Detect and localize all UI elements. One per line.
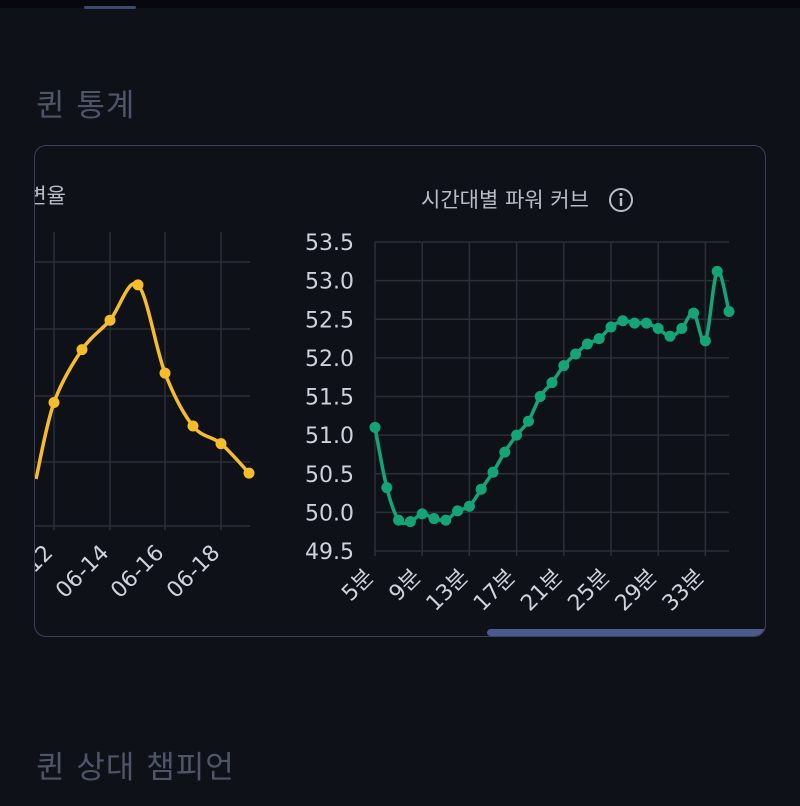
left-data-point[interactable] <box>187 420 199 432</box>
power-curve-point[interactable] <box>617 315 629 327</box>
power-curve-point[interactable] <box>652 323 664 335</box>
left-data-point[interactable] <box>215 438 227 450</box>
power-curve-point[interactable] <box>511 429 523 441</box>
y-tick-label: 50.5 <box>305 463 354 488</box>
power-curve-point[interactable] <box>369 421 381 433</box>
left-x-tick-label: 12 <box>35 541 58 578</box>
power-curve-point[interactable] <box>404 516 416 528</box>
left-data-point[interactable] <box>243 467 255 479</box>
power-curve-point[interactable] <box>499 446 511 458</box>
tab-indicator <box>84 6 136 9</box>
left-x-tick-label: 06-16 <box>106 541 169 604</box>
left-data-point[interactable] <box>104 314 116 326</box>
y-tick-label: 50.0 <box>305 501 354 526</box>
y-tick-label: 52.0 <box>305 347 354 372</box>
power-curve-point[interactable] <box>487 466 499 478</box>
left-data-point[interactable] <box>159 367 171 379</box>
scrollbar-thumb[interactable] <box>487 629 765 636</box>
queue-stats-title: 퀸 통계 <box>36 88 136 124</box>
power-curve-point[interactable] <box>581 338 593 350</box>
power-curve-point[interactable] <box>381 482 393 494</box>
power-curve-point[interactable] <box>605 321 617 333</box>
power-curve-point[interactable] <box>676 323 688 335</box>
left-data-point[interactable] <box>132 279 144 291</box>
left-data-point[interactable] <box>76 344 88 356</box>
power-curve-point[interactable] <box>629 317 641 329</box>
x-tick-label: 25분 <box>563 565 615 617</box>
info-circle-icon[interactable] <box>609 188 633 212</box>
power-curve-point[interactable] <box>475 483 487 495</box>
x-tick-label: 9분 <box>385 565 427 607</box>
left-x-tick-label: 06-14 <box>51 541 114 604</box>
power-curve-point[interactable] <box>688 307 700 319</box>
power-curve-point[interactable] <box>546 377 558 389</box>
top-bar <box>0 0 800 8</box>
y-tick-label: 53.5 <box>305 231 354 256</box>
power-curve-point[interactable] <box>522 415 534 427</box>
x-tick-label: 33분 <box>658 565 710 617</box>
queue-vs-champion-title: 퀸 상대 챔피언 <box>36 750 235 786</box>
power-curve-point[interactable] <box>699 335 711 347</box>
power-curve-point[interactable] <box>440 514 452 526</box>
power-curve-point[interactable] <box>723 306 735 318</box>
y-tick-label: 49.5 <box>305 540 354 565</box>
power-curve-point[interactable] <box>452 505 464 517</box>
y-tick-label: 53.0 <box>305 270 354 295</box>
power-curve-point[interactable] <box>393 514 405 526</box>
x-tick-label: 13분 <box>422 565 474 617</box>
power-curve-point[interactable] <box>416 508 428 520</box>
power-curve-point[interactable] <box>640 317 652 329</box>
y-tick-label: 51.0 <box>305 424 354 449</box>
power-curve-point[interactable] <box>664 330 676 342</box>
power-curve-chart: 시간대별 파워 커브 53.5 53.0 52.5 52.0 51.5 51.0 50.5 5… <box>305 188 735 617</box>
power-curve-point[interactable] <box>463 500 475 512</box>
left-series-line <box>35 281 251 480</box>
y-tick-label: 52.5 <box>305 308 354 333</box>
power-curve-title: 시간대별 파워 커브 <box>421 188 589 212</box>
x-tick-label: 29분 <box>611 565 663 617</box>
left-x-tick-label: 06-18 <box>162 541 225 604</box>
horizontal-scrollbar[interactable] <box>35 628 765 636</box>
power-curve-point[interactable] <box>593 333 605 345</box>
power-curve-point[interactable] <box>534 391 546 402</box>
power-curve-point[interactable] <box>558 360 570 372</box>
y-tick-label: 51.5 <box>305 386 354 411</box>
power-curve-point[interactable] <box>428 513 440 525</box>
x-tick-label: 17분 <box>469 565 521 617</box>
left-data-point[interactable] <box>48 397 60 409</box>
x-tick-label: 21분 <box>516 565 568 617</box>
x-tick-label: 5분 <box>337 565 379 607</box>
power-curve-point[interactable] <box>570 348 582 360</box>
power-curve-point[interactable] <box>711 265 723 277</box>
left-chart-title: 변율 <box>35 184 66 208</box>
